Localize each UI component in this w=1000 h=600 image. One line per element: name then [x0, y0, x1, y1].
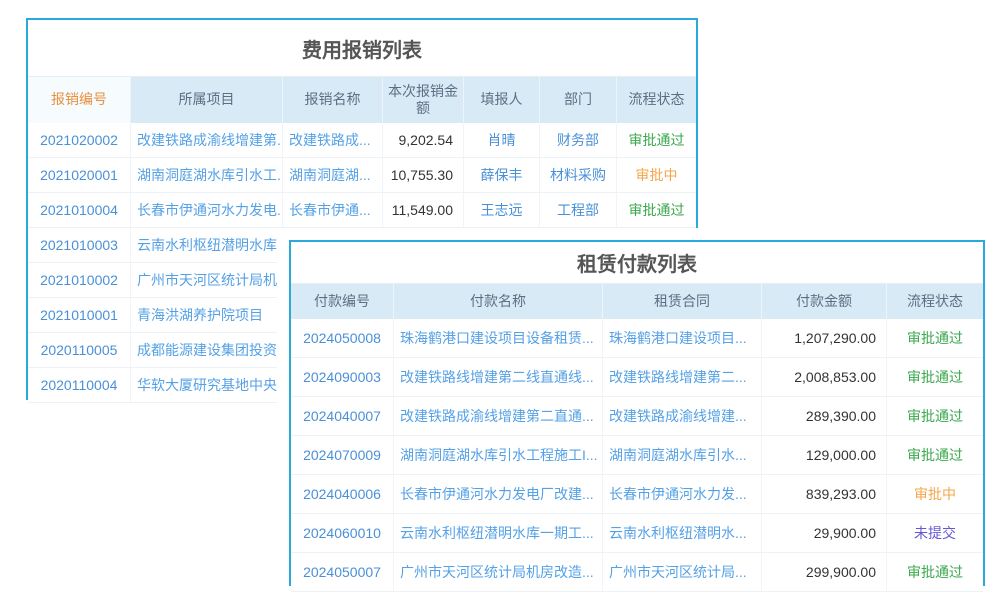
table-row[interactable]: 2024090003 改建铁路线增建第二线直通线... 改建铁路线增建第二...… — [291, 358, 983, 397]
payment-name-cell[interactable]: 长春市伊通河水力发电厂改建... — [394, 475, 603, 513]
rental-contract-cell[interactable]: 广州市天河区统计局... — [603, 553, 762, 591]
rental-table-header-row: 付款编号 付款名称 租赁合同 付款金额 流程状态 — [291, 284, 983, 319]
project-name-cell[interactable]: 华软大厦研究基地中央... — [131, 368, 283, 402]
payment-amount-cell: 29,900.00 — [762, 514, 887, 552]
reimburse-id-link[interactable]: 2021010001 — [28, 298, 131, 332]
amount-cell: 9,202.54 — [383, 123, 464, 157]
project-name-cell[interactable]: 广州市天河区统计局机... — [131, 263, 283, 297]
payment-id-link[interactable]: 2024060010 — [291, 514, 394, 552]
expense-table-header-row: 报销编号 所属项目 报销名称 本次报销金额 填报人 部门 流程状态 — [28, 77, 696, 123]
rental-contract-cell[interactable]: 珠海鹤港口建设项目... — [603, 319, 762, 357]
reimburse-name-cell[interactable]: 改建铁路成... — [283, 123, 383, 157]
status-badge: 审批中 — [635, 167, 678, 183]
reimburse-id-link[interactable]: 2021020002 — [28, 123, 131, 157]
reimburse-name-cell[interactable]: 长春市伊通... — [283, 193, 383, 227]
payment-amount-cell: 1,207,290.00 — [762, 319, 887, 357]
rental-payment-panel: 租赁付款列表 付款编号 付款名称 租赁合同 付款金额 流程状态 20240500… — [289, 240, 985, 592]
column-header-payment-amount: 付款金额 — [762, 284, 887, 319]
status-badge: 审批通过 — [628, 132, 685, 148]
department-cell: 材料采购 — [540, 158, 617, 192]
submitter-cell: 王志远 — [464, 193, 540, 227]
status-badge: 审批通过 — [907, 369, 963, 385]
reimburse-name-cell[interactable]: 湖南洞庭湖... — [283, 158, 383, 192]
submitter-cell: 薛保丰 — [464, 158, 540, 192]
status-badge: 未提交 — [914, 525, 956, 541]
amount-cell: 10,755.30 — [383, 158, 464, 192]
reimburse-id-link[interactable]: 2020110004 — [28, 368, 131, 402]
table-row[interactable]: 2021020002 改建铁路成渝线增建第... 改建铁路成... 9,202.… — [28, 123, 696, 158]
column-header-reimburse-name: 报销名称 — [283, 77, 383, 123]
table-row[interactable]: 2024050007 广州市天河区统计局机房改造... 广州市天河区统计局...… — [291, 553, 983, 592]
table-row[interactable]: 2024040007 改建铁路成渝线增建第二直通... 改建铁路成渝线增建...… — [291, 397, 983, 436]
column-header-submitter: 填报人 — [464, 77, 540, 123]
table-row[interactable]: 2021010004 长春市伊通河水力发电... 长春市伊通... 11,549… — [28, 193, 696, 228]
table-row[interactable]: 2024070009 湖南洞庭湖水库引水工程施工I... 湖南洞庭湖水库引水..… — [291, 436, 983, 475]
payment-name-cell[interactable]: 珠海鹤港口建设项目设备租赁... — [394, 319, 603, 357]
payment-name-cell[interactable]: 改建铁路成渝线增建第二直通... — [394, 397, 603, 435]
column-header-flow-status: 流程状态 — [907, 292, 963, 309]
status-badge: 审批通过 — [907, 330, 963, 346]
payment-id-link[interactable]: 2024040006 — [291, 475, 394, 513]
rental-contract-cell[interactable]: 湖南洞庭湖水库引水... — [603, 436, 762, 474]
department-cell: 财务部 — [540, 123, 617, 157]
reimburse-id-link[interactable]: 2021020001 — [28, 158, 131, 192]
payment-amount-cell: 299,900.00 — [762, 553, 887, 591]
payment-id-link[interactable]: 2024090003 — [291, 358, 394, 396]
column-header-payment-name: 付款名称 — [394, 284, 603, 319]
payment-name-cell[interactable]: 广州市天河区统计局机房改造... — [394, 553, 603, 591]
rental-table-title: 租赁付款列表 — [291, 242, 983, 284]
payment-amount-cell: 839,293.00 — [762, 475, 887, 513]
column-header-rental-contract: 租赁合同 — [603, 284, 762, 319]
column-header-flow-status: 流程状态 — [628, 91, 685, 108]
rental-contract-cell[interactable]: 改建铁路成渝线增建... — [603, 397, 762, 435]
payment-id-link[interactable]: 2024070009 — [291, 436, 394, 474]
table-row[interactable]: 2024050008 珠海鹤港口建设项目设备租赁... 珠海鹤港口建设项目...… — [291, 319, 983, 358]
project-name-cell[interactable]: 改建铁路成渝线增建第... — [131, 123, 283, 157]
payment-amount-cell: 2,008,853.00 — [762, 358, 887, 396]
rental-contract-cell[interactable]: 长春市伊通河水力发... — [603, 475, 762, 513]
expense-table-title: 费用报销列表 — [28, 20, 696, 77]
status-badge: 审批通过 — [907, 447, 963, 463]
project-name-cell[interactable]: 湖南洞庭湖水库引水工... — [131, 158, 283, 192]
column-header-payment-id: 付款编号 — [291, 284, 394, 319]
reimburse-id-link[interactable]: 2021010003 — [28, 228, 131, 262]
column-header-amount: 本次报销金额 — [383, 77, 464, 123]
department-cell: 工程部 — [540, 193, 617, 227]
column-header-department: 部门 — [540, 77, 617, 123]
status-badge: 审批中 — [914, 486, 956, 502]
payment-id-link[interactable]: 2024050007 — [291, 553, 394, 591]
payment-name-cell[interactable]: 改建铁路线增建第二线直通线... — [394, 358, 603, 396]
project-name-cell[interactable]: 长春市伊通河水力发电... — [131, 193, 283, 227]
project-name-cell[interactable]: 云南水利枢纽潜明水库... — [131, 228, 283, 262]
payment-amount-cell: 289,390.00 — [762, 397, 887, 435]
column-header-project: 所属项目 — [131, 77, 283, 123]
payment-name-cell[interactable]: 云南水利枢纽潜明水库一期工... — [394, 514, 603, 552]
rental-contract-cell[interactable]: 改建铁路线增建第二... — [603, 358, 762, 396]
table-row[interactable]: 2021020001 湖南洞庭湖水库引水工... 湖南洞庭湖... 10,755… — [28, 158, 696, 193]
payment-amount-cell: 129,000.00 — [762, 436, 887, 474]
project-name-cell[interactable]: 青海洪湖养护院项目 — [131, 298, 283, 332]
submitter-cell: 肖晴 — [464, 123, 540, 157]
expense-reimbursement-panel: 费用报销列表 报销编号 所属项目 报销名称 本次报销金额 填报人 部门 流程状态… — [26, 18, 698, 403]
status-badge: 审批通过 — [907, 408, 963, 424]
column-header-reimburse-id: 报销编号 — [28, 77, 131, 123]
status-badge: 审批通过 — [628, 202, 685, 218]
table-row[interactable]: 2024060010 云南水利枢纽潜明水库一期工... 云南水利枢纽潜明水...… — [291, 514, 983, 553]
amount-cell: 11,549.00 — [383, 193, 464, 227]
payment-id-link[interactable]: 2024050008 — [291, 319, 394, 357]
reimburse-id-link[interactable]: 2020110005 — [28, 333, 131, 367]
rental-contract-cell[interactable]: 云南水利枢纽潜明水... — [603, 514, 762, 552]
table-row[interactable]: 2024040006 长春市伊通河水力发电厂改建... 长春市伊通河水力发...… — [291, 475, 983, 514]
payment-name-cell[interactable]: 湖南洞庭湖水库引水工程施工I... — [394, 436, 603, 474]
reimburse-id-link[interactable]: 2021010002 — [28, 263, 131, 297]
payment-id-link[interactable]: 2024040007 — [291, 397, 394, 435]
project-name-cell[interactable]: 成都能源建设集团投资... — [131, 333, 283, 367]
reimburse-id-link[interactable]: 2021010004 — [28, 193, 131, 227]
status-badge: 审批通过 — [907, 564, 963, 580]
